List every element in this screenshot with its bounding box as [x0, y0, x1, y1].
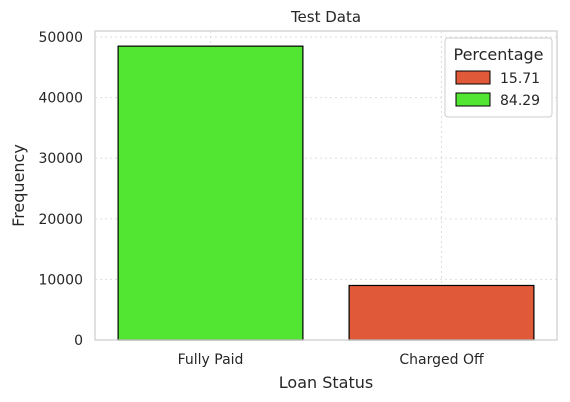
legend-swatch	[455, 92, 491, 107]
y-axis-label: Frequency	[9, 144, 28, 227]
x-axis-label: Loan Status	[279, 373, 373, 392]
chart-title: Test Data	[290, 8, 361, 26]
bar	[117, 45, 304, 341]
y-axis-ticks: 0 10000 20000 30000 40000 50000	[38, 30, 83, 349]
legend-swatch	[455, 70, 491, 85]
legend: Percentage 15.71 84.29	[444, 37, 553, 118]
y-tick-label: 30000	[38, 151, 83, 167]
legend-title: Percentage	[453, 45, 543, 64]
plot-frame	[94, 30, 558, 341]
y-tick-label: 20000	[38, 212, 83, 228]
bar	[348, 284, 535, 341]
y-tick-label: 10000	[38, 272, 83, 288]
y-tick-label: 50000	[38, 30, 83, 46]
x-tick-label: Charged Off	[399, 352, 484, 368]
x-axis-ticks: Fully Paid Charged Off	[178, 352, 484, 368]
y-tick-label: 40000	[38, 91, 83, 107]
legend-entry-label: 15.71	[500, 71, 540, 87]
legend-entry-label: 84.29	[500, 93, 540, 109]
y-tick-label: 0	[74, 333, 83, 349]
x-tick-label: Fully Paid	[178, 352, 244, 368]
legend-entries: 15.71 84.29	[455, 70, 540, 109]
